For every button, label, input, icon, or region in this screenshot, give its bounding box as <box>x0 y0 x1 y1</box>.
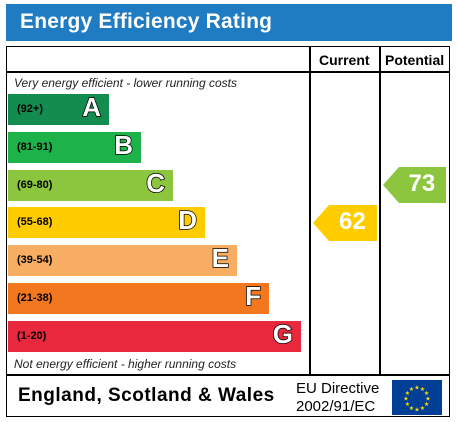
eu-star-icon: ★ <box>420 386 425 393</box>
band-letter-b: B <box>113 129 133 161</box>
footer-country: England, Scotland & Wales <box>18 385 275 406</box>
potential-arrow-polygon <box>383 167 446 204</box>
eu-flag-icon: ★ ★ ★ ★ ★ ★ ★ ★ ★ ★ ★ ★ <box>392 380 442 415</box>
page-title: Energy Efficiency Rating <box>20 10 273 33</box>
band-letter-f: F <box>244 280 261 312</box>
band-range-e: (39-54) <box>17 254 53 267</box>
eu-star-icon: ★ <box>420 405 425 412</box>
band-c: (69-80) C <box>8 167 173 201</box>
band-range-c: (69-80) <box>17 178 53 191</box>
band-range-g: (1-20) <box>17 329 47 342</box>
note-inefficient: Not energy efficient - higher running co… <box>14 357 237 371</box>
eu-star-icon: ★ <box>409 405 414 412</box>
rating-frame <box>6 46 450 417</box>
column-current: Current <box>319 52 370 68</box>
eu-star-icon: ★ <box>414 407 419 414</box>
band-range-a: (92+) <box>17 103 43 115</box>
directive-line-2: 2002/91/EC <box>296 398 376 415</box>
potential-rating-arrow: 73 <box>383 167 446 204</box>
eu-star-icon: ★ <box>403 396 408 403</box>
band-range-f: (21-38) <box>17 292 53 304</box>
band-letter-c: C <box>145 167 165 199</box>
eu-star-icon: ★ <box>424 401 429 408</box>
footer-divider <box>6 374 450 376</box>
band-e: (39-54) E <box>8 242 237 277</box>
band-range-b: (81-91) <box>17 140 53 153</box>
band-letter-a: A <box>81 91 101 123</box>
band-letter-g: G <box>272 318 294 350</box>
eu-star-icon: ★ <box>405 401 410 408</box>
band-f: (21-38) F <box>8 280 269 314</box>
potential-arrow-shape <box>383 167 446 204</box>
potential-rating-value: 73 <box>408 170 436 198</box>
current-rating-value: 62 <box>339 207 366 235</box>
eu-star-icon: ★ <box>414 385 419 392</box>
current-arrow-shape <box>313 204 377 241</box>
band-range-d: (55-68) <box>17 216 53 229</box>
footer-directive: EU Directive 2002/91/EC <box>296 380 379 416</box>
note-efficient: Very energy efficient - lower running co… <box>14 76 237 90</box>
band-letter-d: D <box>177 205 197 237</box>
band-g: (1-20) G <box>8 318 301 352</box>
band-letter-e: E <box>211 242 230 274</box>
current-rating-arrow: 62 <box>313 204 377 241</box>
directive-line-1: EU Directive <box>296 380 380 397</box>
band-b: (81-91) B <box>8 129 141 163</box>
current-arrow-polygon <box>313 204 377 241</box>
band-a: (92+) A <box>8 91 109 125</box>
eu-star-icon: ★ <box>424 390 429 397</box>
header-divider <box>6 71 450 73</box>
column-potential: Potential <box>385 52 445 68</box>
eu-star-icon: ★ <box>405 390 410 397</box>
title-bar: Energy Efficiency Rating <box>6 4 452 41</box>
eu-star-icon: ★ <box>425 396 430 403</box>
divider-potential <box>379 46 381 375</box>
band-d: (55-68) D <box>8 205 205 239</box>
divider-current <box>309 46 311 375</box>
eu-star-icon: ★ <box>409 386 414 393</box>
